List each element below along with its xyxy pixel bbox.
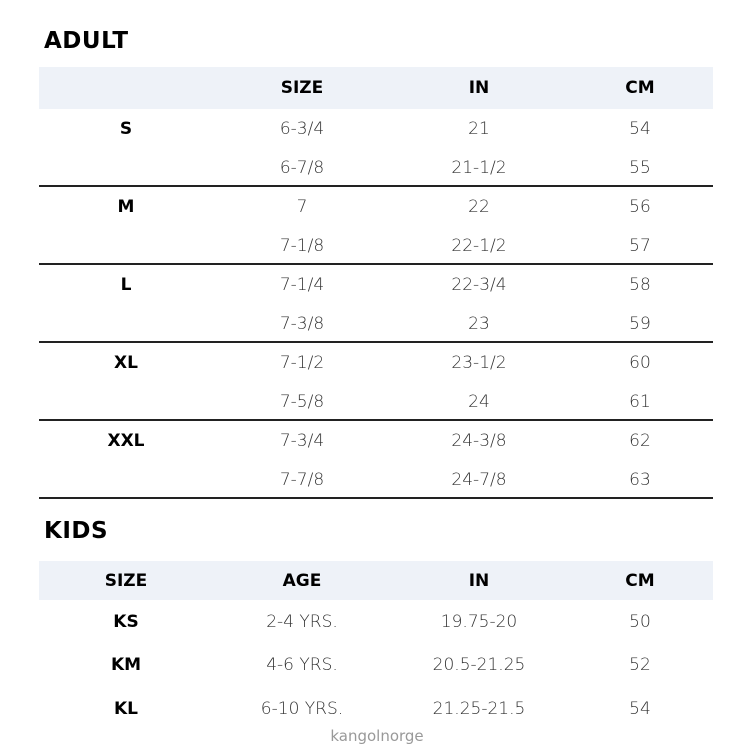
hat-size: 7-1/8 [279,236,325,256]
adult-header-row: SIZE IN CM [39,67,713,109]
column-header: CM [625,570,655,591]
table-row: 7-5/8 24 61 [39,383,713,421]
inches: 22-1/2 [451,236,507,256]
inches: 22-3/4 [451,275,507,295]
size-label: L [120,275,132,295]
table-row: 7-1/8 22-1/2 57 [39,227,713,265]
inches: 19.75-20 [440,611,518,632]
column-header: SIZE [280,78,324,98]
size-label: XL [114,353,138,373]
size-group-m: M 7 22 56 7-1/8 22-1/2 57 [39,187,713,265]
column-header: SIZE [104,570,148,591]
column-header: IN [468,78,490,98]
centimeters: 61 [629,392,651,412]
inches: 21 [468,119,490,139]
kids-table: SIZE AGE IN CM KS 2-4 YRS. 19.75-20 50 KM 4-6 YR… [39,561,713,731]
size-group-xxl: XXL 7-3/4 24-3/8 62 7-7/8 24-7/8 63 [39,421,713,499]
inches: 21.25-21.5 [432,698,526,719]
hat-size: 7-1/2 [279,353,325,373]
centimeters: 50 [629,611,651,632]
hat-size: 7-7/8 [279,470,325,490]
centimeters: 59 [629,314,651,334]
column-header: AGE [282,570,322,591]
size-label: KL [113,698,138,719]
inches: 23 [468,314,490,334]
table-row: 7-7/8 24-7/8 63 [39,461,713,499]
age: 6-10 YRS. [260,698,344,719]
hat-size: 7-1/4 [279,275,325,295]
inches: 20.5-21.25 [432,655,526,676]
centimeters: 54 [629,119,651,139]
table-row: 7-3/8 23 59 [39,305,713,343]
table-row: 6-7/8 21-1/2 55 [39,149,713,187]
inches: 22 [468,197,490,217]
size-group-l: L 7-1/4 22-3/4 58 7-3/8 23 59 [39,265,713,343]
inches: 24-7/8 [451,470,507,490]
kids-title: KIDS [44,518,109,544]
table-row: XXL 7-3/4 24-3/8 62 [39,421,713,461]
centimeters: 63 [629,470,651,490]
adult-title: ADULT [44,28,129,54]
adult-table: SIZE IN CM S 6-3/4 21 54 6-7/8 21-1/2 55 M 7 22 56 7-… [39,67,713,499]
inches: 24-3/8 [451,431,507,451]
table-row: XL 7-1/2 23-1/2 60 [39,343,713,383]
size-label: M [117,197,135,217]
hat-size: 7-5/8 [279,392,325,412]
age: 2-4 YRS. [266,611,338,632]
centimeters: 58 [629,275,651,295]
table-row: M 7 22 56 [39,187,713,227]
table-row: KL 6-10 YRS. 21.25-21.5 54 [39,687,713,731]
table-row: L 7-1/4 22-3/4 58 [39,265,713,305]
size-group-s: S 6-3/4 21 54 6-7/8 21-1/2 55 [39,109,713,187]
age: 4-6 YRS. [266,655,338,676]
inches: 21-1/2 [451,158,507,178]
hat-size: 7 [296,197,308,217]
inches: 24 [468,392,490,412]
table-row: KS 2-4 YRS. 19.75-20 50 [39,600,713,644]
size-label: S [119,119,133,139]
centimeters: 56 [629,197,651,217]
hat-size: 6-3/4 [279,119,325,139]
centimeters: 54 [629,698,651,719]
centimeters: 60 [629,353,651,373]
column-header: IN [468,570,490,591]
table-row: S 6-3/4 21 54 [39,109,713,149]
centimeters: 55 [629,158,651,178]
hat-size: 7-3/8 [279,314,325,334]
centimeters: 57 [629,236,651,256]
hat-size: 6-7/8 [279,158,325,178]
centimeters: 52 [629,655,651,676]
kids-header-row: SIZE AGE IN CM [39,561,713,600]
size-label: KM [110,655,142,676]
inches: 23-1/2 [451,353,507,373]
size-group-xl: XL 7-1/2 23-1/2 60 7-5/8 24 61 [39,343,713,421]
centimeters: 62 [629,431,651,451]
watermark: kangolnorge [330,727,424,745]
table-row: KM 4-6 YRS. 20.5-21.25 52 [39,644,713,688]
hat-size: 7-3/4 [279,431,325,451]
size-label: XXL [107,431,145,451]
size-label: KS [113,611,139,632]
column-header: CM [625,78,655,98]
